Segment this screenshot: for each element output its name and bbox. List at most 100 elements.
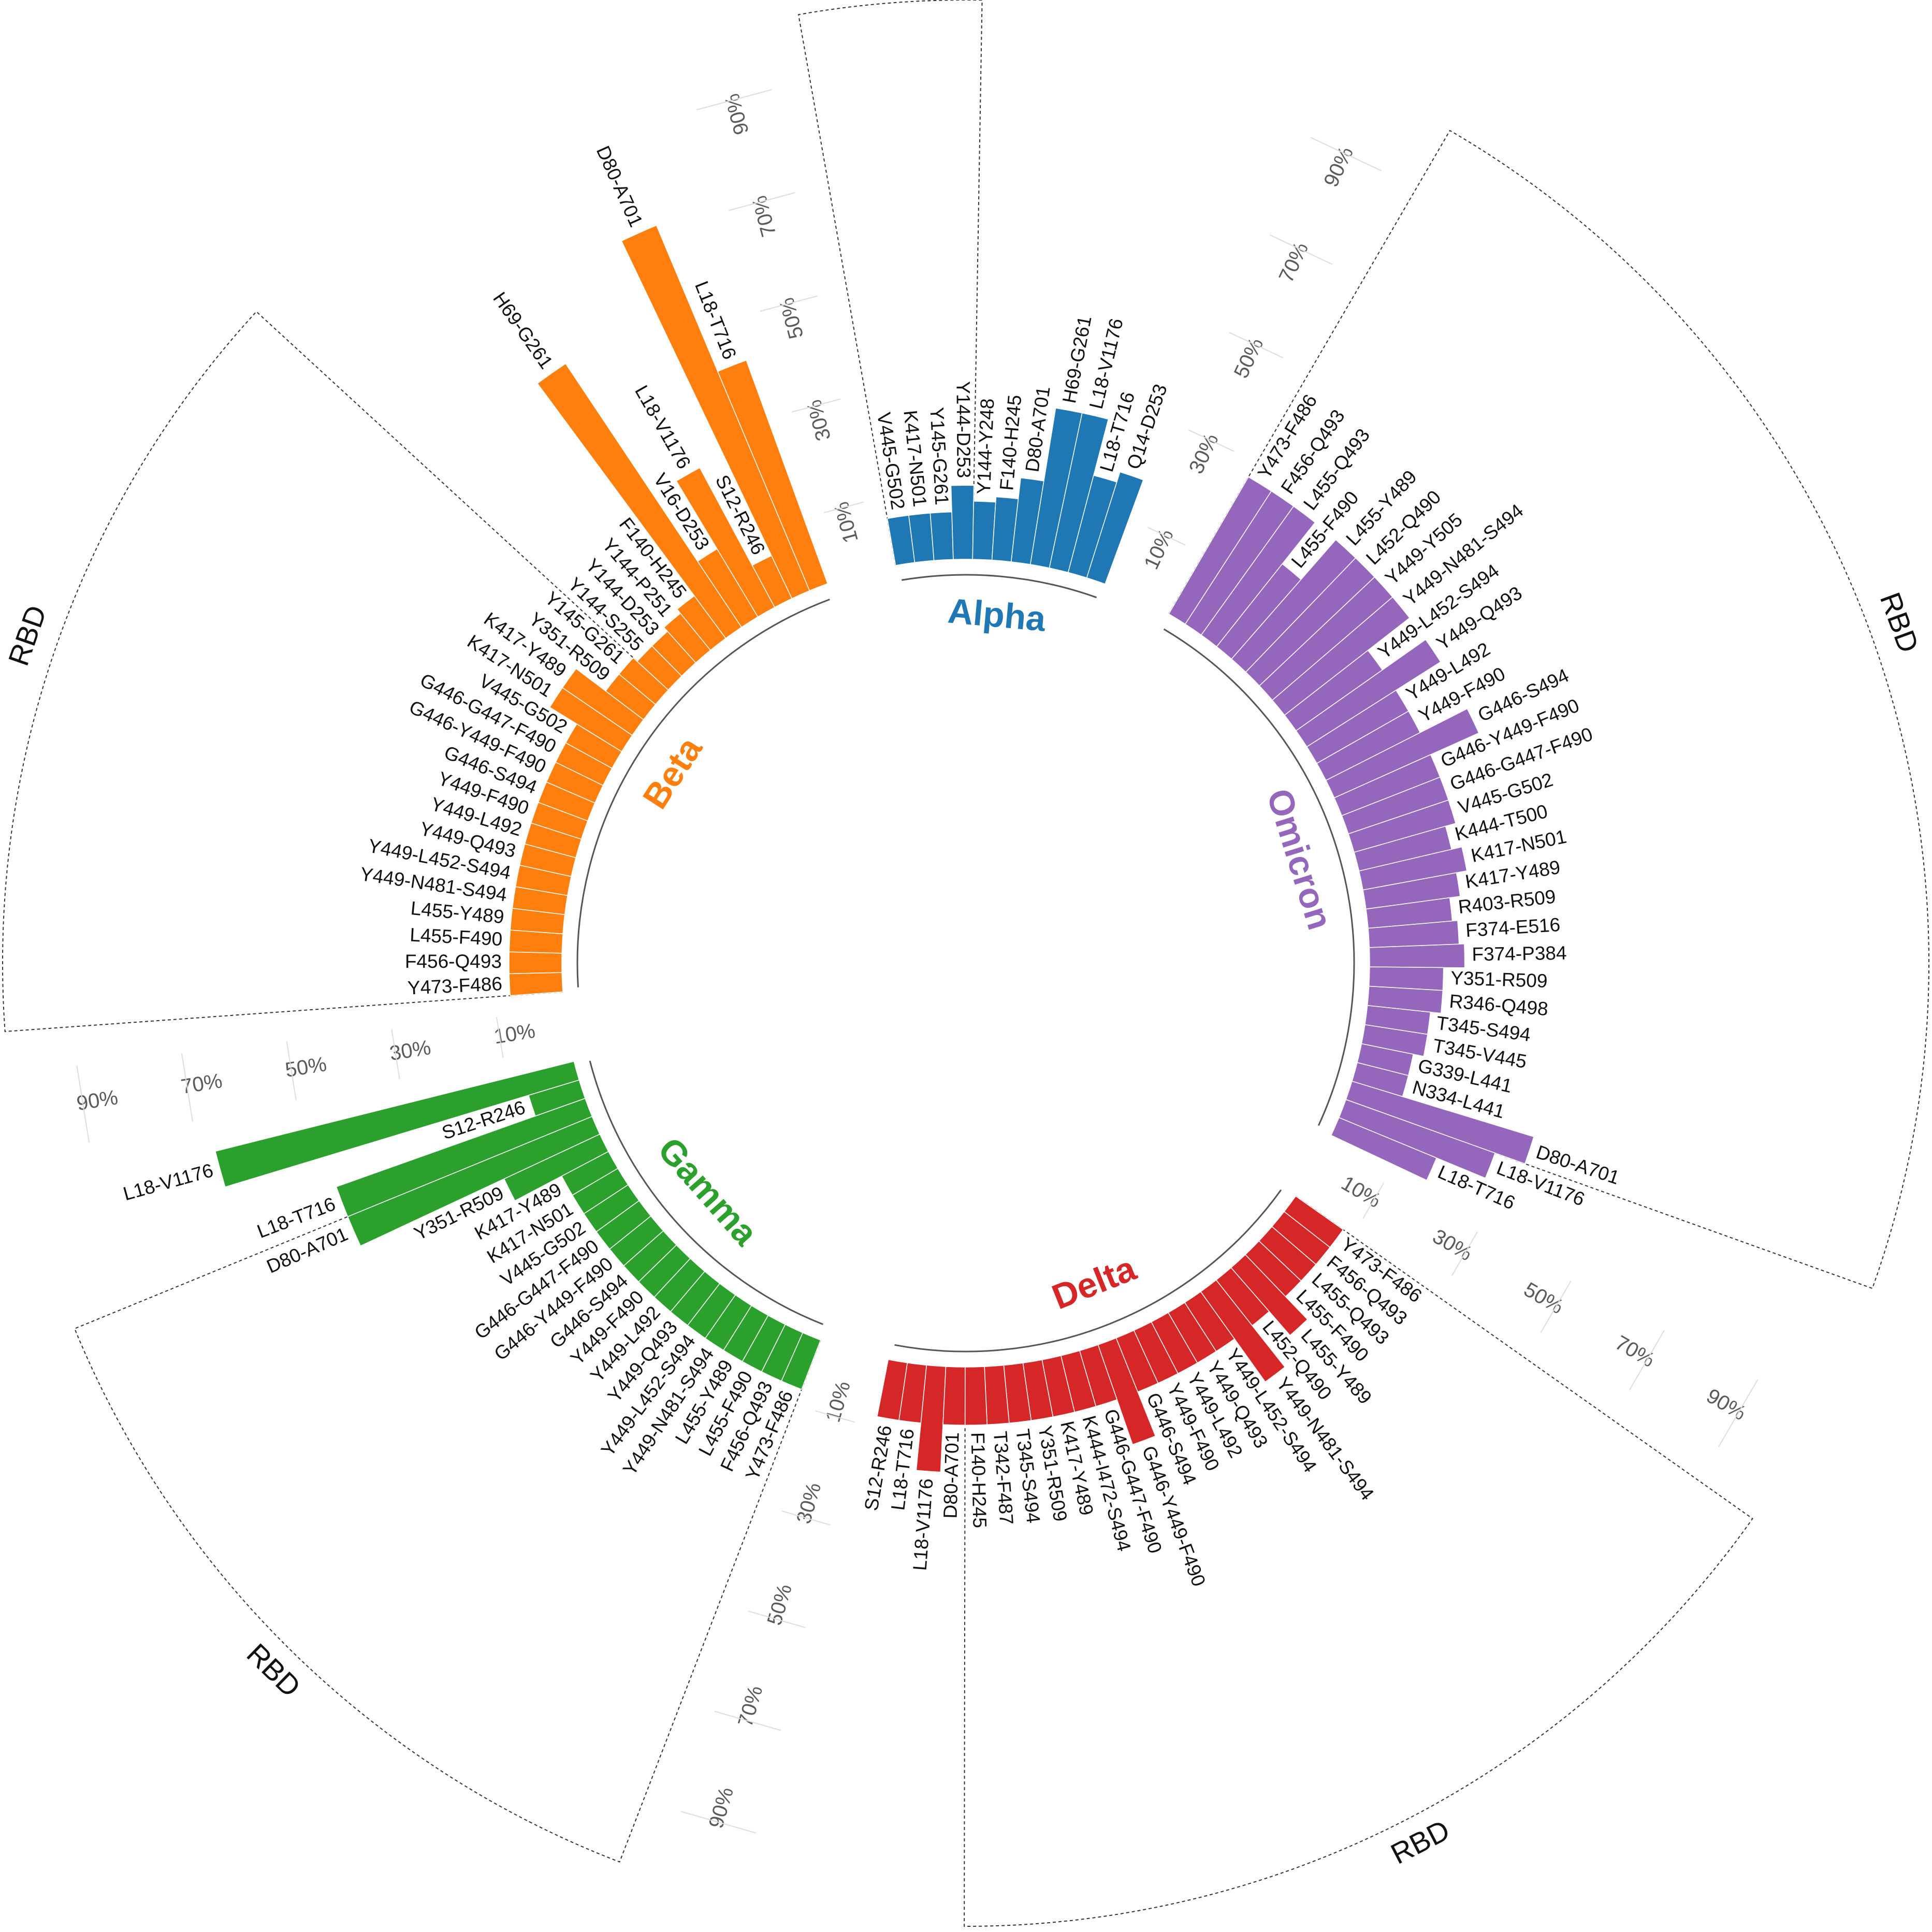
tick-line-gamma-50 (286, 1041, 297, 1100)
tick-line-delta-70 (714, 1710, 781, 1731)
arc-delta (894, 1189, 1282, 1353)
bar-delta-l455-y489 (1230, 1254, 1309, 1336)
rbd-label-omicron: RBD (1874, 588, 1926, 657)
bar-beta-k417-y489 (562, 668, 644, 736)
tick-line-gamma-30 (391, 1029, 400, 1080)
bar-delta-f140-h245 (964, 1366, 988, 1426)
bar-delta-l18-v1176 (916, 1364, 947, 1473)
bar-omicron-l18-v1176 (1338, 1099, 1496, 1179)
bar-delta-d80-a701 (942, 1366, 966, 1426)
bar-beta-d80-a701 (621, 225, 810, 599)
label-omicron-f374-e516: F374-E516 (1465, 914, 1561, 941)
tick-line-delta-30 (781, 1510, 831, 1526)
tick-line-alpha-90 (1310, 137, 1382, 171)
bar-alpha-q14-d253 (1086, 471, 1144, 585)
variant-arcs (576, 574, 1355, 1353)
bar-beta-y145-g261 (618, 657, 669, 705)
tick-beta-50: 50% (775, 295, 808, 341)
rbd-region-gamma (74, 1116, 821, 1863)
label-beta-f456-q493: F456-Q493 (405, 951, 502, 972)
arc-omicron (1163, 628, 1355, 1126)
bar-beta-f456-q493 (509, 951, 563, 975)
bar-alpha-y145-g261 (929, 511, 954, 561)
bar-omicron-k417-n501 (1358, 846, 1468, 891)
tick-line-omicron-50 (1540, 1281, 1572, 1333)
tick-beta-90: 90% (721, 91, 753, 137)
bar-omicron-k417-y489 (1362, 872, 1461, 910)
label-beta-l18-v1176: L18-V1176 (631, 382, 695, 472)
label-beta-l455-f490: L455-F490 (409, 924, 503, 950)
label-alpha-y144-d253: Y144-D253 (952, 381, 974, 478)
tick-line-omicron-90 (1718, 1379, 1759, 1447)
variant-label-gamma: Gamma (650, 1130, 766, 1253)
label-beta-h69-g261: H69-G261 (489, 288, 557, 372)
tick-line-beta-70 (728, 192, 795, 211)
arc-alpha (901, 574, 1097, 599)
bar-omicron-y449-q493 (1295, 638, 1442, 748)
bar-omicron-v445-g502 (1347, 800, 1457, 853)
tick-omicron-30: 30% (1429, 1225, 1476, 1265)
tick-delta-90: 90% (705, 1784, 738, 1831)
label-delta-l18-v1176: L18-V1176 (909, 1478, 937, 1572)
tick-line-omicron-10 (1362, 1182, 1385, 1219)
bar-alpha-y144-d253 (950, 485, 975, 560)
tick-omicron-50: 50% (1520, 1278, 1567, 1318)
tick-gamma-90: 90% (75, 1086, 120, 1115)
label-delta-d80-a701: D80-A701 (939, 1432, 963, 1519)
tick-line-omicron-70 (1629, 1330, 1665, 1390)
tick-line-beta-90 (696, 89, 773, 110)
label-gamma-l18-v1176: L18-V1176 (121, 1159, 215, 1204)
tick-delta-50: 50% (763, 1581, 796, 1628)
bar-beta-y473-f486 (509, 972, 563, 996)
bar-omicron-f374-p384 (1369, 943, 1465, 968)
rbd-region-omicron (1168, 129, 1929, 1289)
label-beta-d80-a701: D80-A701 (592, 143, 647, 230)
tick-line-gamma-90 (76, 1065, 90, 1143)
bar-omicron-l18-t716 (1330, 1117, 1437, 1181)
bar-omicron-d80-a701 (1345, 1080, 1535, 1165)
label-delta-t342-f487: T342-F487 (990, 1430, 1018, 1525)
label-alpha-y145-g261: Y145-G261 (926, 406, 952, 505)
bar-omicron-r346-q498 (1367, 985, 1444, 1014)
tick-line-alpha-70 (1270, 234, 1333, 265)
tick-delta-30: 30% (792, 1480, 825, 1526)
bar-beta-l18-t716 (717, 359, 829, 591)
rbd-label-delta: RBD (1386, 1813, 1455, 1870)
arc-beta (576, 599, 830, 987)
rbd-label-gamma: RBD (241, 1637, 308, 1703)
tick-line-alpha-30 (1188, 429, 1234, 452)
bar-alpha-l18-v1176 (1049, 412, 1109, 573)
bar-beta-h69-g261 (536, 363, 743, 639)
tick-line-alpha-50 (1229, 332, 1284, 358)
tick-line-alpha-10 (1147, 527, 1186, 546)
bar-omicron-t345-v445 (1361, 1024, 1428, 1057)
label-alpha-y144-y248: Y144-Y248 (973, 398, 998, 495)
variant-label-alpha: Alpha (946, 591, 1048, 639)
label-beta-y473-f486: Y473-F486 (407, 973, 503, 999)
tick-line-delta-90 (680, 1811, 757, 1834)
bar-delta-s12-r246 (876, 1359, 908, 1421)
bar-omicron-g446-s494 (1325, 708, 1479, 798)
label-delta-f140-h245: F140-H245 (967, 1432, 991, 1528)
tick-line-delta-10 (815, 1410, 855, 1423)
bar-omicron-y449-n481-s494 (1272, 596, 1411, 716)
bar-gamma-l18-t716 (336, 1098, 593, 1217)
bars (214, 225, 1535, 1473)
tick-line-gamma-70 (181, 1053, 193, 1122)
tick-line-omicron-30 (1451, 1231, 1478, 1276)
tick-line-gamma-10 (496, 1017, 504, 1058)
bar-gamma-l18-v1176 (214, 1061, 580, 1188)
variant-label-delta: Delta (1047, 1248, 1142, 1317)
tick-line-beta-50 (760, 295, 818, 312)
tick-beta-30: 30% (803, 397, 835, 443)
label-omicron-y351-r509: Y351-R509 (1450, 967, 1548, 992)
tick-line-delta-50 (748, 1610, 806, 1629)
bar-delta-y449-n481-s494 (1200, 1279, 1286, 1383)
variant-label-omicron: Omicron (1259, 784, 1340, 934)
rbd-region-delta (964, 1196, 1753, 1927)
tick-line-beta-30 (792, 398, 841, 413)
rbd-region-alpha (797, 0, 983, 566)
